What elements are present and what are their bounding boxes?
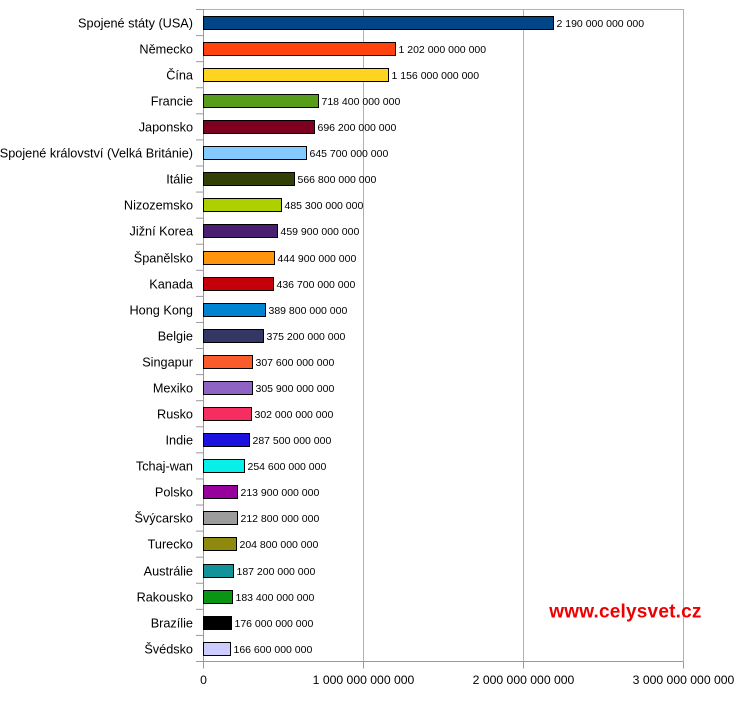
svg-text:Čína: Čína (166, 68, 194, 83)
svg-text:254 600 000 000: 254 600 000 000 (248, 461, 327, 473)
svg-text:0: 0 (200, 673, 207, 687)
svg-text:302 000 000 000: 302 000 000 000 (255, 409, 334, 421)
svg-text:Austrálie: Austrálie (144, 565, 193, 579)
svg-text:Japonsko: Japonsko (139, 121, 193, 135)
svg-text:Brazílie: Brazílie (151, 617, 193, 631)
svg-text:645 700 000 000: 645 700 000 000 (310, 148, 389, 160)
svg-text:305 900 000 000: 305 900 000 000 (256, 383, 335, 395)
svg-text:Polsko: Polsko (155, 486, 193, 500)
svg-text:Singapur: Singapur (142, 356, 194, 370)
svg-text:485 300 000 000: 485 300 000 000 (285, 200, 364, 212)
svg-text:Spojené státy (USA): Spojené státy (USA) (78, 17, 193, 31)
svg-text:1 000 000 000 000: 1 000 000 000 000 (313, 673, 415, 687)
svg-text:Německo: Německo (139, 43, 193, 57)
svg-text:3 000 000 000 000: 3 000 000 000 000 (633, 673, 735, 687)
svg-text:2 000 000 000 000: 2 000 000 000 000 (473, 673, 575, 687)
svg-text:www.celysvet.cz: www.celysvet.cz (548, 601, 701, 622)
svg-text:Mexiko: Mexiko (153, 382, 193, 396)
svg-text:375 200 000 000: 375 200 000 000 (267, 331, 346, 343)
svg-text:Spojené království (Velká Brit: Spojené království (Velká Británie) (0, 147, 193, 161)
svg-text:Tchaj-wan: Tchaj-wan (136, 460, 193, 474)
svg-text:166 600 000 000: 166 600 000 000 (234, 644, 313, 656)
svg-text:Belgie: Belgie (158, 330, 193, 344)
svg-text:176 000 000 000: 176 000 000 000 (235, 618, 314, 630)
svg-text:436 700 000 000: 436 700 000 000 (277, 279, 356, 291)
svg-text:566 800 000 000: 566 800 000 000 (298, 174, 377, 186)
svg-text:Rusko: Rusko (157, 408, 193, 422)
svg-text:Španělsko: Španělsko (134, 251, 193, 266)
svg-text:444 900 000 000: 444 900 000 000 (278, 253, 357, 265)
svg-text:2 190 000 000 000: 2 190 000 000 000 (557, 18, 645, 30)
svg-text:389 800 000 000: 389 800 000 000 (269, 305, 348, 317)
svg-text:Rakousko: Rakousko (137, 591, 193, 605)
svg-text:Švýcarsko: Švýcarsko (134, 511, 193, 526)
svg-text:213 900 000 000: 213 900 000 000 (241, 487, 320, 499)
svg-text:459 900 000 000: 459 900 000 000 (281, 226, 360, 238)
svg-text:Nizozemsko: Nizozemsko (124, 199, 193, 213)
svg-text:Hong Kong: Hong Kong (130, 304, 194, 318)
svg-text:Itálie: Itálie (166, 173, 193, 187)
svg-text:183 400 000 000: 183 400 000 000 (236, 592, 315, 604)
svg-text:Turecko: Turecko (148, 538, 193, 552)
svg-text:Francie: Francie (151, 95, 193, 109)
svg-text:1 202 000 000 000: 1 202 000 000 000 (399, 44, 487, 56)
svg-text:Švédsko: Švédsko (144, 642, 193, 657)
svg-text:187 200 000 000: 187 200 000 000 (237, 566, 316, 578)
svg-text:212 800 000 000: 212 800 000 000 (241, 513, 320, 525)
svg-text:696 200 000 000: 696 200 000 000 (318, 122, 397, 134)
svg-text:204 800 000 000: 204 800 000 000 (240, 539, 319, 551)
svg-text:307 600 000 000: 307 600 000 000 (256, 357, 335, 369)
svg-text:287 500 000 000: 287 500 000 000 (253, 435, 332, 447)
svg-text:Indie: Indie (165, 434, 193, 448)
svg-text:Jižní Korea: Jižní Korea (130, 225, 194, 239)
svg-text:718 400 000 000: 718 400 000 000 (322, 96, 401, 108)
svg-text:1 156 000 000 000: 1 156 000 000 000 (392, 70, 480, 82)
svg-text:Kanada: Kanada (149, 278, 194, 292)
